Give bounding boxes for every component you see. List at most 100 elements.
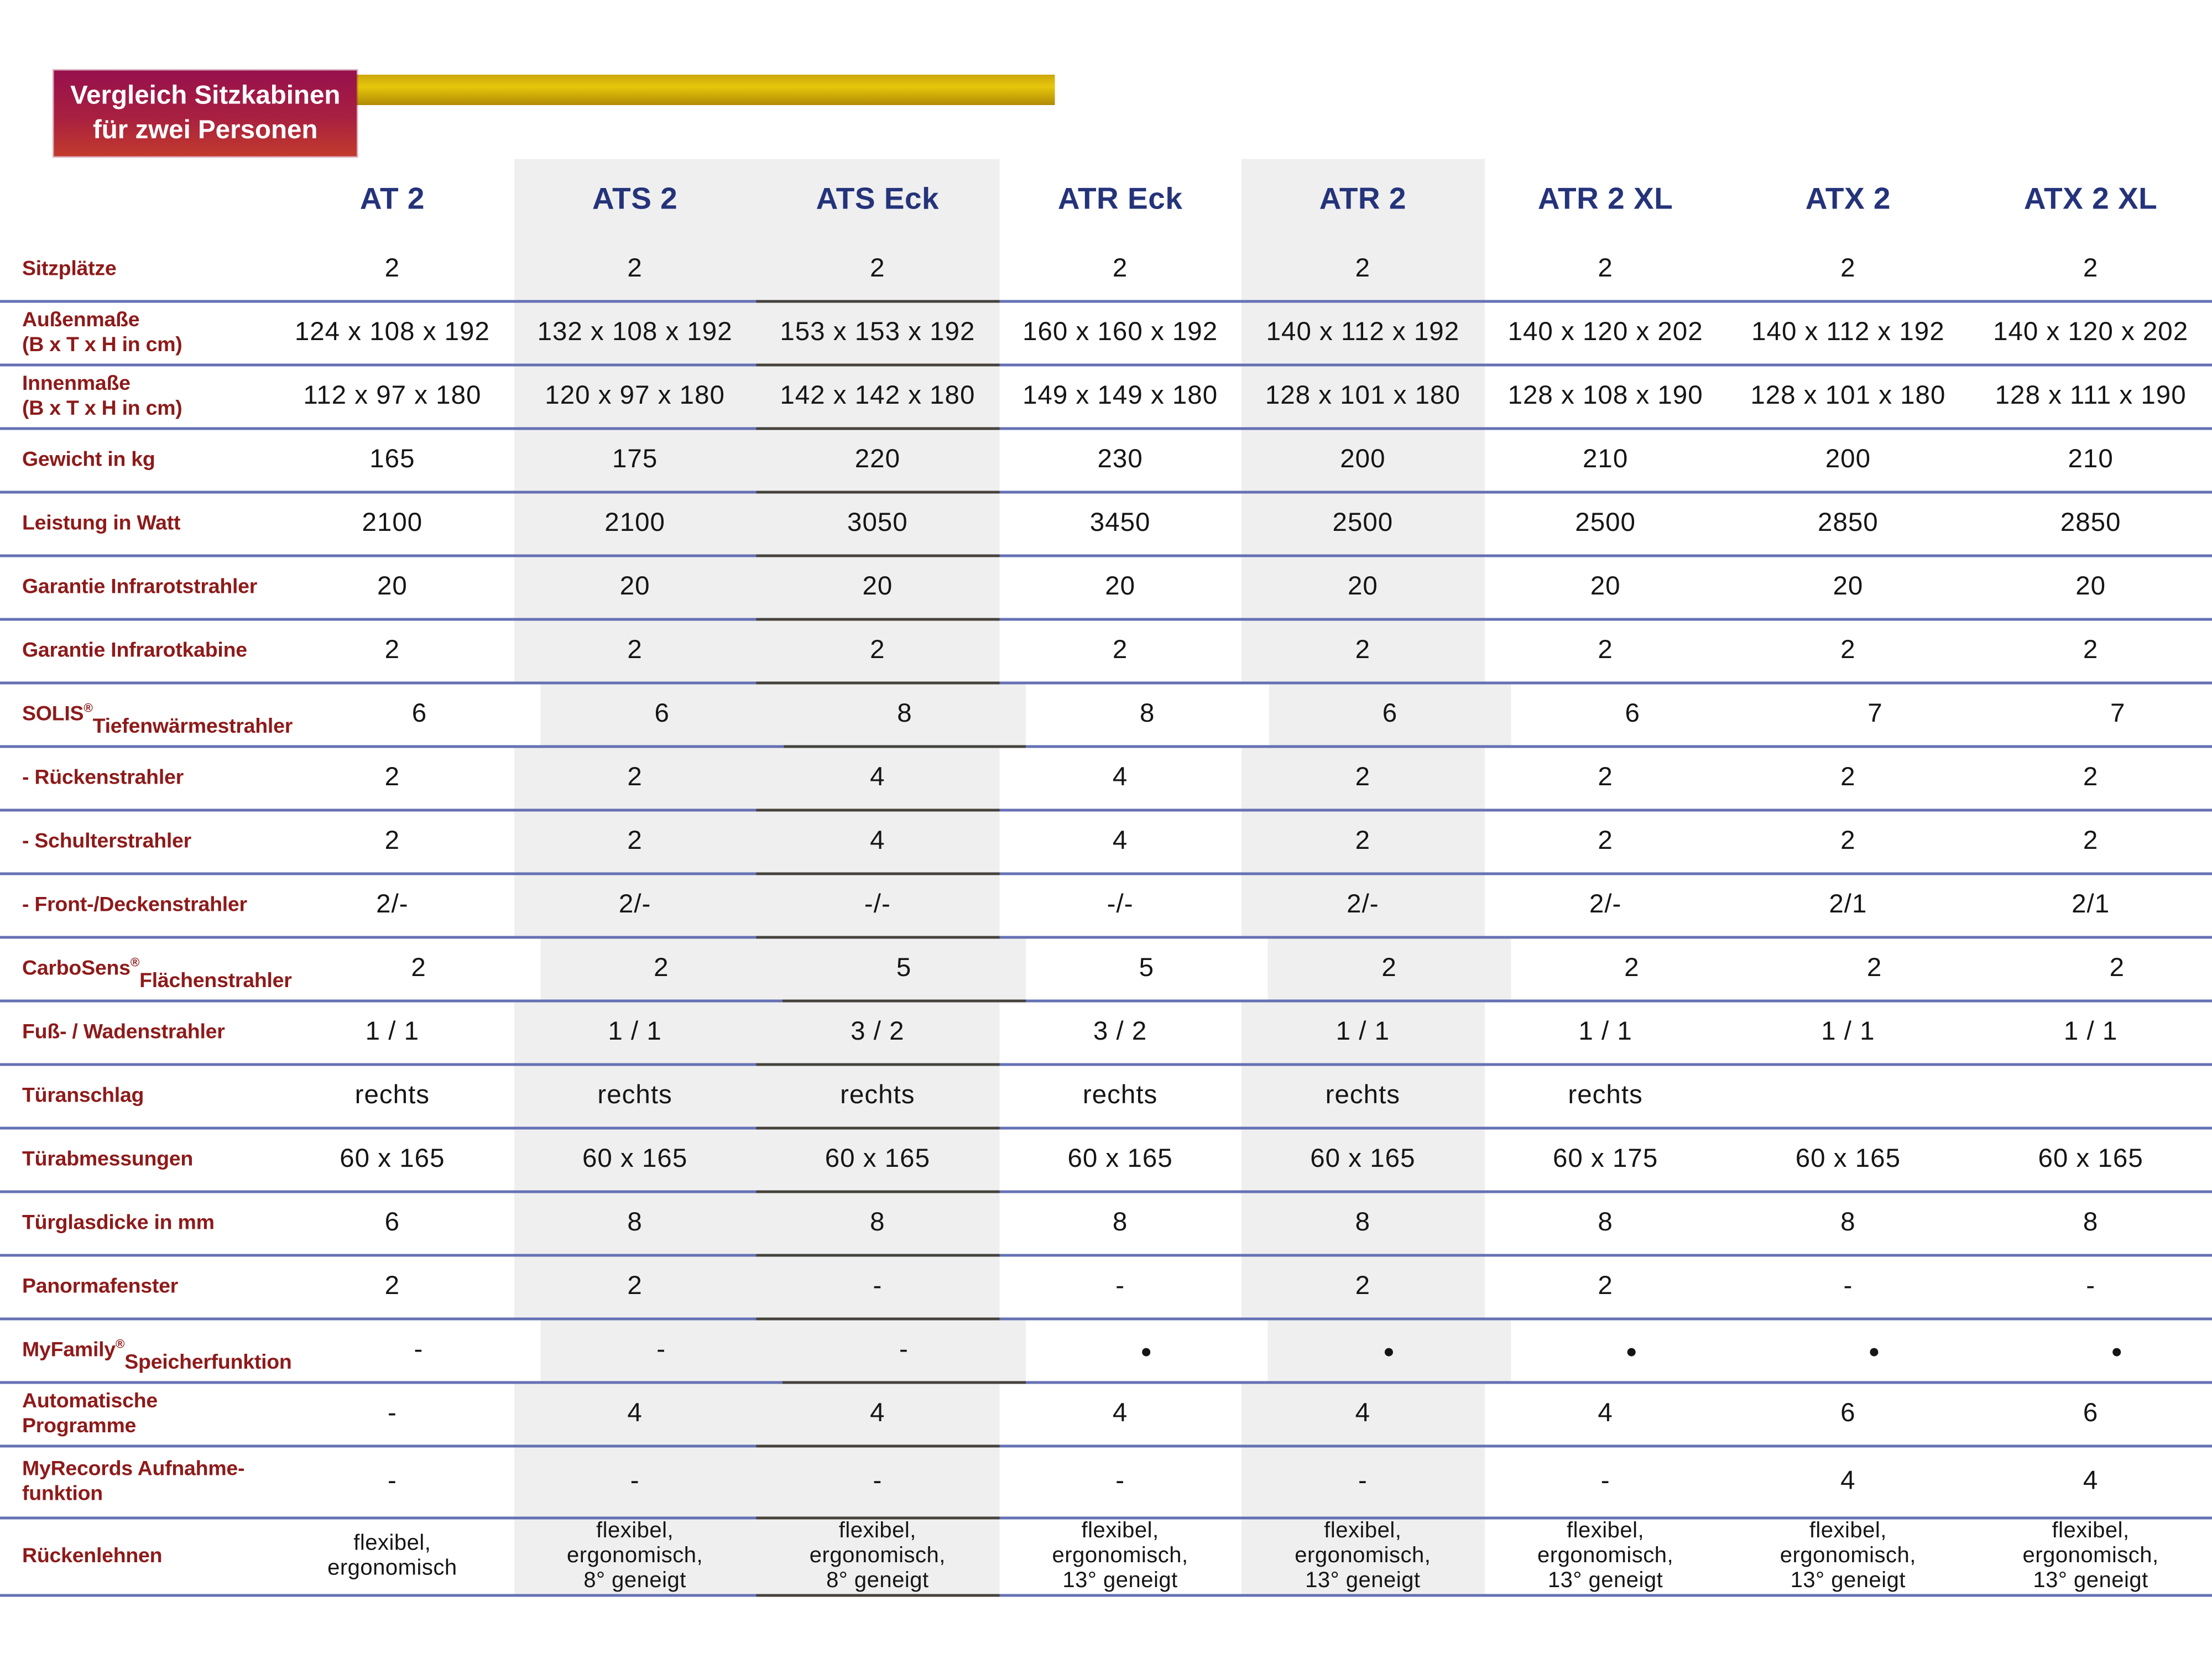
cell-value: - <box>756 1447 999 1520</box>
cell-value: 6 <box>2083 1399 2099 1428</box>
cell-value: 2 <box>1241 239 1484 300</box>
cell-value: 1 / 1 <box>513 1002 757 1063</box>
cell-value: 6 <box>411 700 427 729</box>
cell-value: 2 <box>1598 827 1613 856</box>
cell-value: 2 <box>1267 938 1511 1000</box>
cell-value: 2 <box>1840 763 1856 792</box>
cell-value: 1 / 1 <box>365 1018 420 1047</box>
cell-value: 2 <box>1241 1256 1484 1318</box>
cell-value: 8 <box>1840 1208 1856 1238</box>
cell-value: 20 <box>513 557 757 618</box>
cell-value: - <box>387 1399 397 1428</box>
cell-value: 140 x 120 x 202 <box>1993 318 2189 347</box>
table-row: SOLIS ® Tiefenwärmestrahler 6 6 8 8 6 6 7 7 <box>0 684 2212 748</box>
cell-value: 2 <box>513 748 757 809</box>
cell-value: 153 x 153 x 192 <box>756 302 999 367</box>
row-label: Panormafenster <box>22 1275 179 1298</box>
cell-value: 2 <box>1241 811 1484 873</box>
cell-value: - <box>1843 1272 1853 1301</box>
cell-value: - <box>1115 1272 1125 1301</box>
cell-value: 4 <box>756 1384 999 1448</box>
cell-value: 3 / 2 <box>756 1002 999 1066</box>
feature-dot-icon: ● <box>2111 1339 2124 1362</box>
cell-value: ● <box>1510 1321 1753 1381</box>
cell-value: 2500 <box>1575 509 1636 538</box>
cell-value: 2 <box>1241 748 1484 809</box>
cell-value: 20 <box>1833 572 1864 602</box>
cell-value: flexibel, ergonomisch, 8° geneigt <box>756 1519 999 1597</box>
row-label: - Rückenstrahler <box>22 766 184 790</box>
cell-value: 2 <box>384 1272 400 1301</box>
comparison-table: AT 2 ATS 2 ATS Eck ATR Eck ATR 2 ATR 2 XL ATX … <box>0 159 2212 1597</box>
cell-value: 1 / 1 <box>2063 1018 2118 1047</box>
cell-value: - <box>513 1447 757 1517</box>
row-label: MyRecords Aufnahme-funktion <box>22 1457 245 1506</box>
row-label: Gewicht in kg <box>22 448 155 472</box>
cell-value: 140 x 112 x 192 <box>1241 302 1484 364</box>
cell-value: 2 <box>1112 636 1128 665</box>
cell-value: 142 x 142 x 180 <box>756 366 999 430</box>
cell-value: 4 <box>756 748 999 812</box>
cell-value: flexibel, ergonomisch, 13° geneigt <box>1537 1519 1674 1593</box>
cell-value: 20 <box>1105 572 1136 602</box>
cell-value: 200 <box>1241 430 1484 491</box>
cell-value: 2 <box>1241 620 1484 682</box>
cell-value: 8 <box>756 1193 999 1257</box>
table-row: Türanschlag rechts rechts rechts rechts recht… <box>0 1066 2212 1130</box>
cell-value: 8 <box>2083 1208 2099 1238</box>
cell-value: 230 <box>1097 445 1143 474</box>
cell-value: flexibel, ergonomisch <box>327 1532 457 1580</box>
cell-value: 2 <box>2083 636 2099 665</box>
column-header: ATR 2 XL <box>1537 181 1673 216</box>
cell-value: 8 <box>1241 1193 1484 1254</box>
cell-value: 60 x 165 <box>1241 1129 1484 1191</box>
cell-value: rechts <box>513 1066 757 1127</box>
cell-value: 2/- <box>1589 890 1622 920</box>
cell-value: 60 x 165 <box>1067 1145 1173 1174</box>
cell-value: 3050 <box>756 493 999 557</box>
cell-value: 2 <box>756 620 999 685</box>
cell-value: 128 x 108 x 190 <box>1507 382 1703 411</box>
cell-value: 2 <box>513 1256 757 1318</box>
cell-value: 5 <box>782 938 1025 1003</box>
cell-value: 120 x 97 x 180 <box>513 366 757 427</box>
table-row: Sitzplätze 2 2 2 2 2 2 2 2 <box>0 239 2212 303</box>
row-label: - Front-/Deckenstrahler <box>22 893 247 917</box>
cell-value: 2 <box>1840 636 1856 665</box>
cell-value: 20 <box>1241 557 1484 618</box>
cell-value: 2 <box>513 811 757 873</box>
row-label: Leistung in Watt <box>22 512 181 535</box>
cell-value: - <box>1115 1467 1125 1496</box>
row-label: Automatische Programme <box>22 1390 158 1438</box>
cell-value: 8 <box>1112 1208 1128 1238</box>
row-label: Garantie Infrarotstrahler <box>22 575 258 599</box>
cell-value: 2 <box>384 827 400 856</box>
cell-value: 8 <box>513 1193 757 1254</box>
cell-value: 4 <box>756 811 999 875</box>
cell-value: 160 x 160 x 192 <box>1022 318 1218 347</box>
column-header: ATX 2 XL <box>2023 181 2158 216</box>
table-row: Innenmaße (B x T x H in cm) 112 x 97 x 180… <box>0 366 2212 430</box>
cell-value: ● <box>1267 1320 1511 1381</box>
cell-value: 210 <box>1582 445 1629 474</box>
cell-value: flexibel, ergonomisch, 13° geneigt <box>1052 1519 1188 1593</box>
cell-value: 2 <box>384 254 400 284</box>
cell-value: 2850 <box>1818 509 1879 538</box>
column-header: ATR 2 <box>1241 159 1484 239</box>
cell-value: 4 <box>1241 1384 1484 1445</box>
table-row: MyFamily ® Speicherfunktion - - - ● ● ● ● ● <box>0 1320 2212 1384</box>
title-badge: Vergleich Sitzkabinen für zwei Personen <box>54 70 357 156</box>
cell-value: -/- <box>1107 890 1134 920</box>
table-row: - Schulterstrahler 2 2 4 4 2 2 2 2 <box>0 811 2212 875</box>
cell-value: 20 <box>2075 572 2106 602</box>
cell-value: 2/- <box>513 875 757 936</box>
cell-value: 60 x 165 <box>756 1129 999 1193</box>
cell-value: 175 <box>513 430 757 491</box>
cell-value: 210 <box>2068 445 2114 474</box>
row-label: Innenmaße (B x T x H in cm) <box>22 372 182 420</box>
cell-value: - <box>387 1467 397 1496</box>
cell-value: 4 <box>1112 1399 1128 1428</box>
column-header: ATS Eck <box>756 159 999 239</box>
cell-value: 140 x 112 x 192 <box>1751 318 1945 347</box>
